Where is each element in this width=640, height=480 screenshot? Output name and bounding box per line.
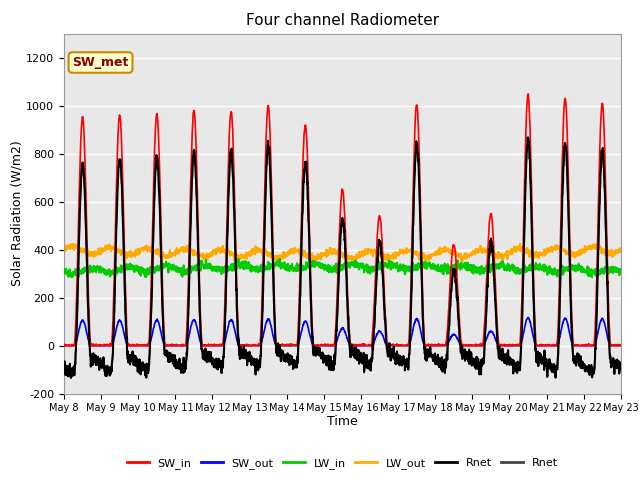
Rnet bbox=[568, 335, 576, 341]
Line: LW_in: LW_in bbox=[64, 259, 621, 277]
LW_out bbox=[516, 241, 524, 247]
SW_in bbox=[524, 91, 532, 96]
SW_out bbox=[358, 343, 366, 348]
Rnet bbox=[67, 375, 75, 381]
SW_in bbox=[371, 289, 379, 295]
Title: Four channel Radiometer: Four channel Radiometer bbox=[246, 13, 439, 28]
SW_in bbox=[60, 343, 68, 348]
LW_out bbox=[60, 246, 68, 252]
LW_in bbox=[216, 264, 223, 270]
LW_in bbox=[68, 275, 76, 280]
LW_in bbox=[276, 256, 284, 262]
Rnet bbox=[584, 363, 591, 369]
Line: LW_out: LW_out bbox=[64, 244, 621, 263]
Text: SW_met: SW_met bbox=[72, 56, 129, 69]
Line: Rnet: Rnet bbox=[64, 138, 621, 378]
Rnet bbox=[617, 360, 625, 366]
Line: Rnet: Rnet bbox=[64, 138, 621, 378]
Rnet bbox=[568, 335, 576, 341]
SW_out bbox=[617, 343, 625, 348]
SW_in bbox=[60, 342, 68, 348]
SW_out bbox=[584, 343, 591, 348]
LW_in bbox=[359, 262, 367, 268]
Rnet bbox=[216, 357, 223, 362]
Rnet bbox=[216, 360, 223, 366]
Rnet bbox=[584, 364, 591, 370]
Rnet bbox=[60, 361, 68, 367]
LW_in bbox=[371, 263, 379, 269]
LW_out bbox=[371, 248, 379, 253]
Rnet bbox=[359, 360, 367, 366]
LW_out bbox=[359, 249, 367, 254]
Rnet bbox=[371, 321, 378, 326]
Rnet bbox=[524, 135, 532, 141]
SW_in bbox=[617, 342, 625, 348]
LW_out bbox=[568, 254, 576, 260]
SW_out bbox=[60, 343, 68, 348]
Rnet bbox=[504, 360, 512, 366]
Rnet bbox=[617, 360, 625, 366]
Legend: SW_in, SW_out, LW_in, LW_out, Rnet, Rnet: SW_in, SW_out, LW_in, LW_out, Rnet, Rnet bbox=[122, 453, 563, 473]
LW_out bbox=[617, 248, 625, 253]
SW_out bbox=[504, 343, 512, 348]
LW_in bbox=[568, 265, 576, 271]
SW_out bbox=[525, 315, 532, 321]
Rnet bbox=[504, 347, 512, 353]
LW_in bbox=[617, 268, 625, 274]
Rnet bbox=[358, 354, 366, 360]
SW_out bbox=[371, 338, 378, 344]
X-axis label: Time: Time bbox=[327, 415, 358, 428]
Rnet bbox=[60, 361, 68, 367]
Y-axis label: Solar Radiation (W/m2): Solar Radiation (W/m2) bbox=[10, 141, 24, 287]
SW_out bbox=[216, 343, 223, 348]
LW_out bbox=[352, 260, 360, 265]
LW_out bbox=[584, 245, 591, 251]
Rnet bbox=[552, 375, 559, 381]
Rnet bbox=[524, 135, 532, 141]
Line: SW_out: SW_out bbox=[64, 318, 621, 346]
Rnet bbox=[371, 315, 379, 321]
SW_in bbox=[568, 322, 576, 327]
SW_in bbox=[359, 342, 367, 348]
SW_in bbox=[504, 342, 512, 348]
LW_in bbox=[505, 265, 513, 271]
LW_out bbox=[504, 252, 512, 257]
SW_in bbox=[216, 342, 223, 348]
SW_in bbox=[584, 342, 591, 348]
LW_out bbox=[216, 248, 223, 254]
LW_in bbox=[584, 264, 591, 269]
SW_out bbox=[568, 339, 575, 345]
Line: SW_in: SW_in bbox=[64, 94, 621, 346]
LW_in bbox=[60, 268, 68, 274]
